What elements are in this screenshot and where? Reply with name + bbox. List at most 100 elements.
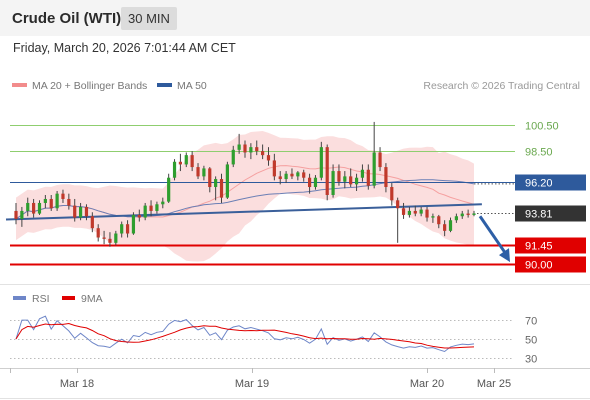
projection-arrow <box>478 215 508 255</box>
level-label-pivot: 96.20 <box>525 178 553 190</box>
interval-button[interactable]: 30 MIN <box>121 7 177 30</box>
candle <box>108 238 112 243</box>
chart-header: Crude Oil (WTI) 30 MIN <box>0 0 590 36</box>
candle <box>208 168 212 188</box>
candle <box>413 210 417 214</box>
candle <box>302 172 306 178</box>
candle <box>325 147 329 195</box>
candle <box>261 151 265 156</box>
candle <box>390 187 394 201</box>
candle <box>431 216 435 218</box>
level-label-resistance: 98.50 <box>525 147 553 159</box>
ma50-swatch <box>157 83 172 88</box>
rsi-ma-line <box>15 322 475 349</box>
candle <box>196 167 200 177</box>
candle <box>49 198 53 209</box>
candle <box>337 171 341 182</box>
candle <box>372 152 376 186</box>
rsi-ma-swatch <box>62 296 75 301</box>
x-tick-label: Mar 25 <box>477 378 511 390</box>
rsi-legend-item: RSI <box>13 293 50 305</box>
candle <box>137 214 141 218</box>
level-tag-last <box>515 205 586 222</box>
candle <box>143 205 147 218</box>
candle <box>396 200 400 209</box>
candle <box>114 233 118 243</box>
candle <box>214 179 218 188</box>
candle <box>14 210 18 219</box>
candle <box>407 210 412 215</box>
candle <box>366 169 370 186</box>
candle <box>190 155 194 168</box>
candle <box>319 147 323 178</box>
candle <box>278 176 282 180</box>
candle <box>284 173 288 180</box>
candle <box>454 216 458 221</box>
candle <box>466 213 470 215</box>
candle <box>425 209 429 218</box>
candle <box>43 198 47 203</box>
level-tag-support <box>515 237 586 254</box>
candle <box>448 220 453 231</box>
copyright: Research © 2026 Trading Central <box>423 80 580 92</box>
candle <box>401 208 406 215</box>
trendline <box>5 203 482 221</box>
candle <box>331 171 335 195</box>
candle <box>378 152 382 168</box>
candle <box>460 213 464 217</box>
rsi-ma-legend-item: 9MA <box>62 293 103 305</box>
candle <box>249 147 253 153</box>
candle <box>296 172 300 177</box>
candle <box>96 228 100 238</box>
candle <box>354 177 359 185</box>
candle <box>90 216 94 229</box>
candle <box>290 173 294 177</box>
candle <box>272 160 276 177</box>
candle <box>343 176 347 182</box>
ma50-line <box>15 179 475 220</box>
candle <box>419 209 423 214</box>
level-label-last: 93.81 <box>525 209 553 221</box>
rsi-tick-label: 70 <box>525 316 537 328</box>
level-label-resistance: 100.50 <box>525 121 559 133</box>
rsi-tick-label: 30 <box>525 354 537 366</box>
candle <box>443 224 447 231</box>
candle <box>313 177 318 188</box>
candle <box>26 202 30 211</box>
legend-item-ma50: MA 50 <box>157 80 207 92</box>
level-tag-pivot <box>515 174 586 191</box>
level-label-support: 90.00 <box>525 260 553 272</box>
level-tag-support <box>515 256 586 273</box>
candle <box>20 210 24 219</box>
candle <box>61 193 65 199</box>
legend-label: 9MA <box>81 293 103 305</box>
candle <box>161 201 165 205</box>
candle <box>32 202 36 214</box>
timestamp: Friday, March 20, 2026 7:01:44 AM CET <box>13 41 236 55</box>
candle <box>243 144 247 153</box>
candle <box>167 177 171 202</box>
candle <box>231 149 235 165</box>
candle <box>73 205 77 218</box>
rsi-swatch <box>13 296 26 301</box>
legend-label: RSI <box>32 293 50 305</box>
candle <box>349 176 353 185</box>
level-label-support: 91.45 <box>525 241 553 253</box>
candle <box>55 193 59 209</box>
candle <box>266 155 271 161</box>
candle <box>384 167 388 188</box>
legend-label: MA 20 + Bollinger Bands <box>32 80 148 92</box>
candle <box>360 169 365 178</box>
candle <box>78 206 83 218</box>
candle <box>184 155 188 165</box>
candle <box>120 224 124 234</box>
candle <box>255 147 259 152</box>
candle <box>178 161 183 165</box>
projection-arrowhead <box>499 248 510 263</box>
candle <box>84 206 89 217</box>
candle <box>219 179 224 198</box>
candle <box>472 213 476 215</box>
legend-item-ma20: MA 20 + Bollinger Bands <box>12 80 147 92</box>
x-tick-label: Mar 19 <box>235 378 269 390</box>
